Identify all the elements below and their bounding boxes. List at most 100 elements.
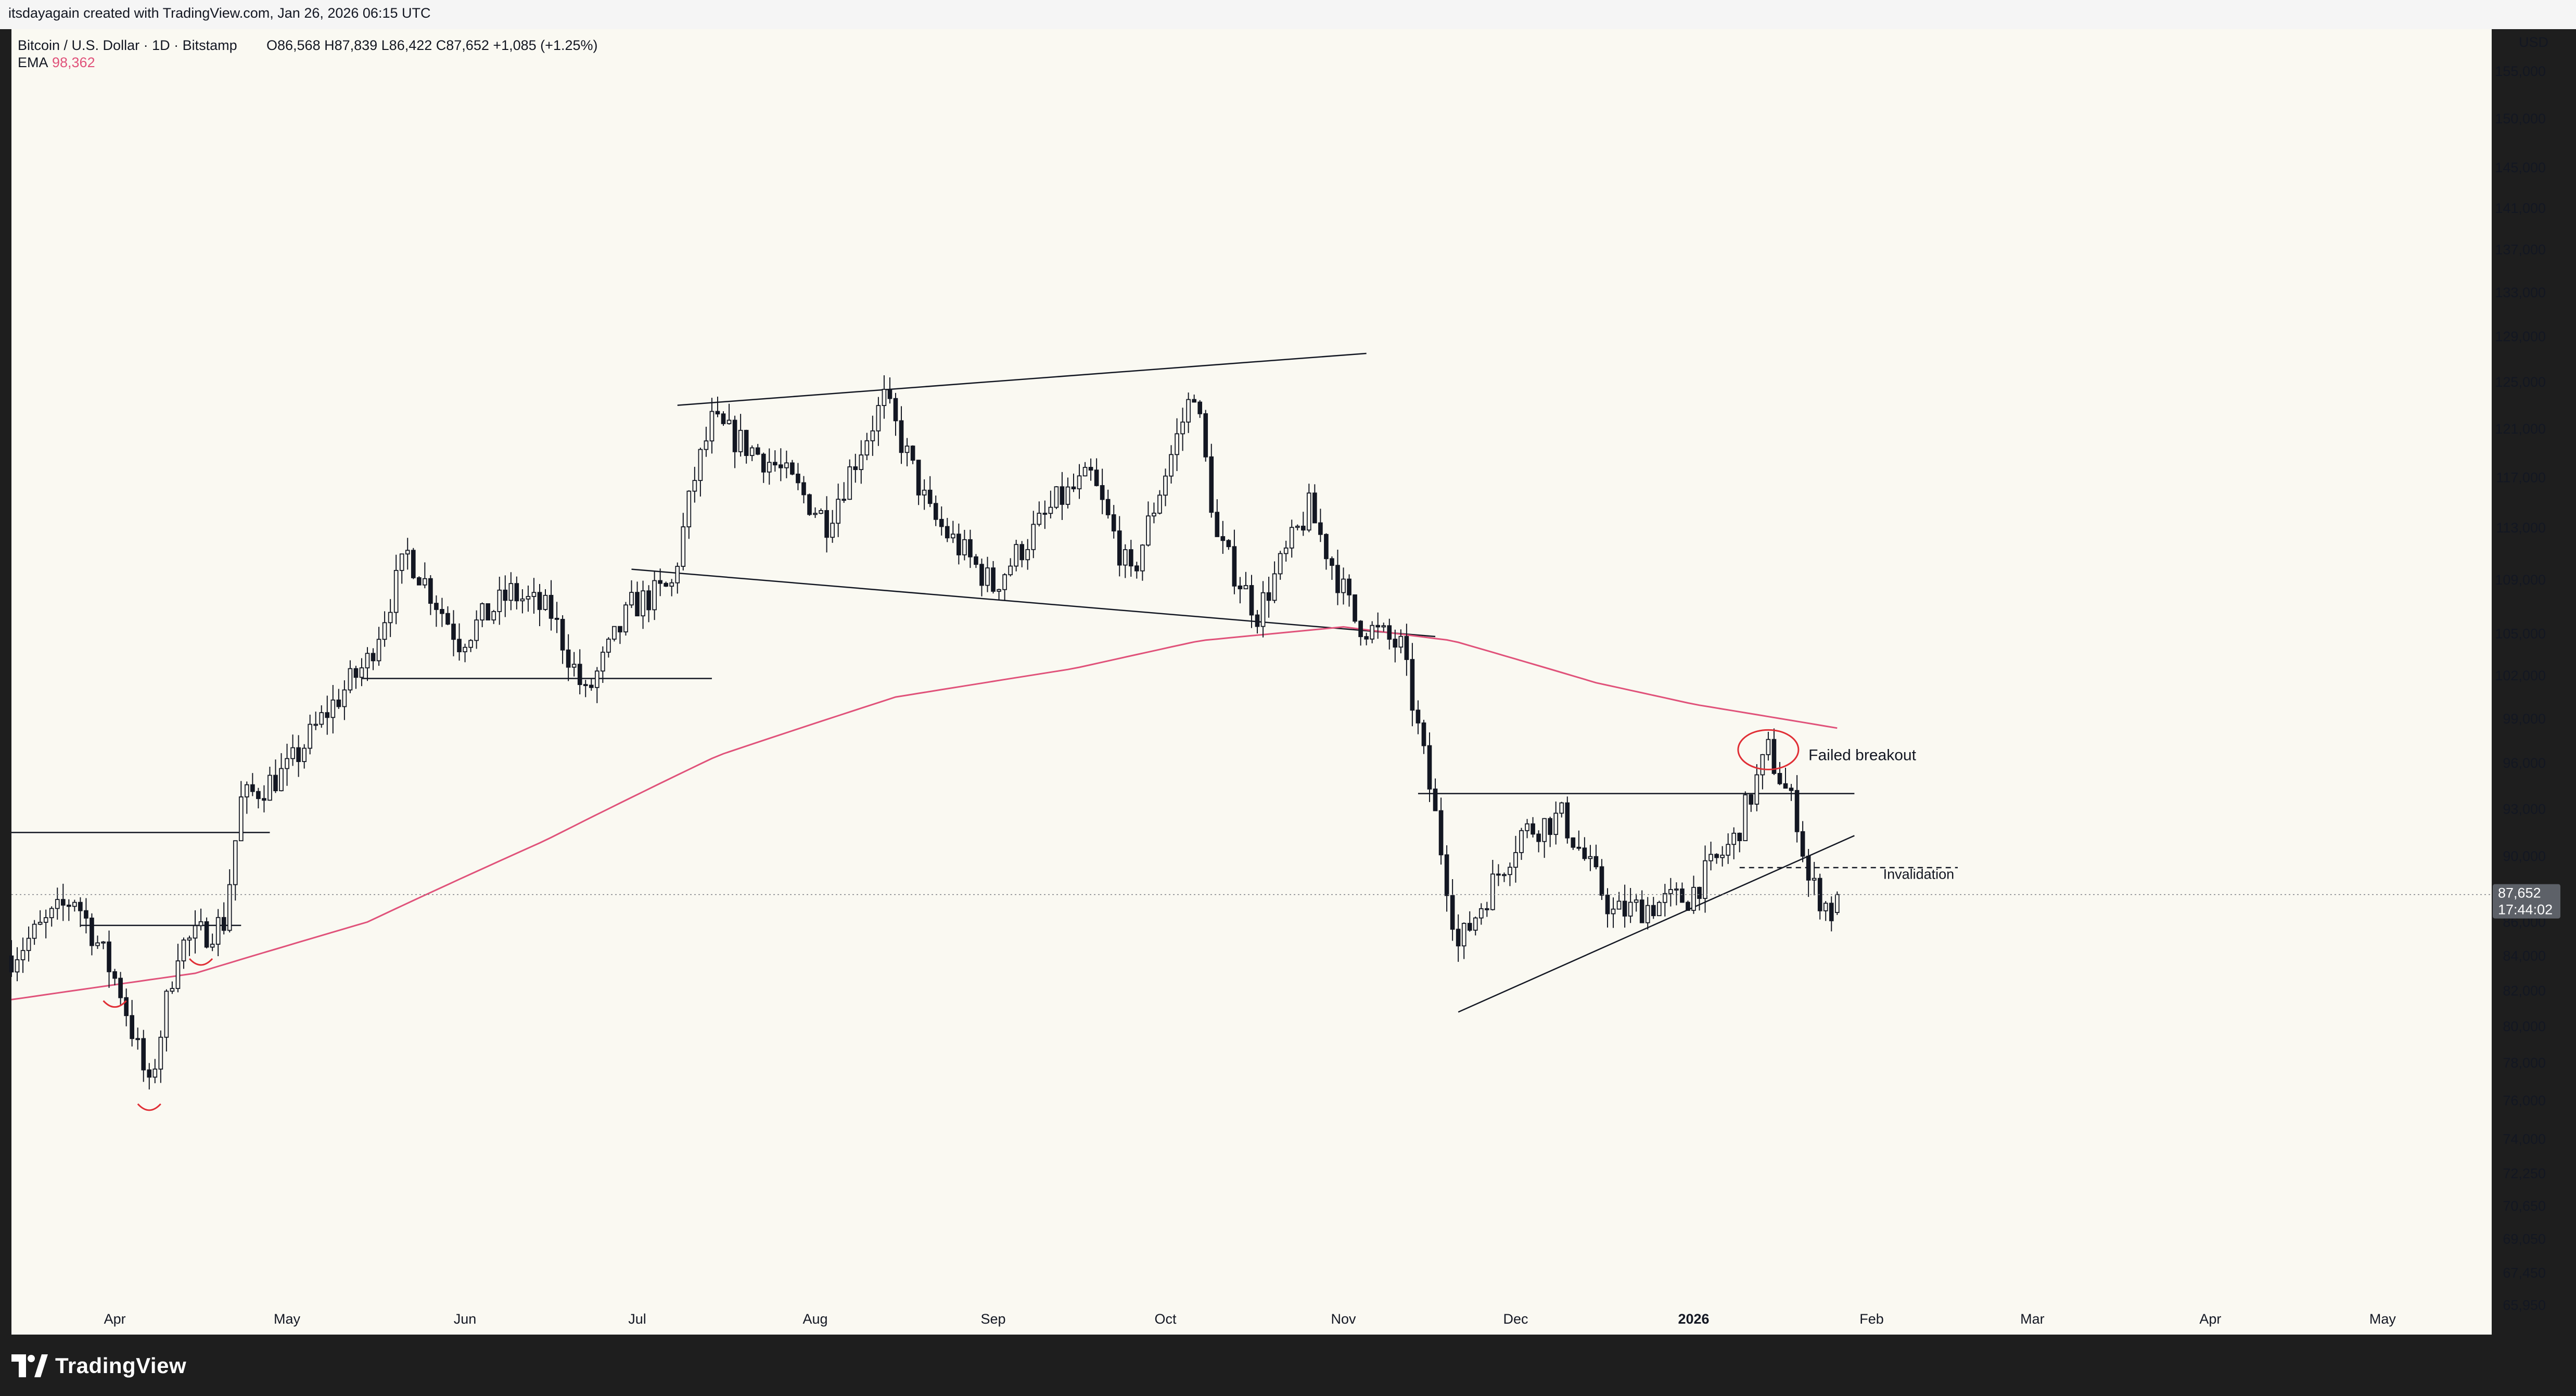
- candle: [1100, 468, 1105, 514]
- time-tick-label[interactable]: Oct: [1155, 1311, 1177, 1327]
- candle-body-up: [1169, 454, 1174, 477]
- candle: [755, 443, 760, 455]
- candle-body-up: [1370, 625, 1375, 640]
- time-tick-label[interactable]: May: [274, 1311, 301, 1327]
- tradingview-logo-icon: [11, 1354, 48, 1377]
- price-tick-label[interactable]: 155,000: [2495, 64, 2546, 79]
- candle-body-up: [738, 429, 743, 452]
- price-tick-label[interactable]: 145,000: [2495, 160, 2546, 175]
- candle-body-up: [1398, 636, 1404, 648]
- candle-body-up: [405, 550, 410, 555]
- candle-body-up: [1283, 547, 1289, 554]
- candle: [945, 517, 950, 542]
- trendlines-layer: [11, 352, 1958, 1013]
- candle: [646, 585, 651, 623]
- candle: [43, 909, 48, 938]
- price-tick-label[interactable]: 129,000: [2495, 329, 2546, 345]
- candle-body-up: [376, 639, 381, 662]
- candle-body-down: [801, 482, 806, 496]
- time-tick-label[interactable]: Feb: [1859, 1311, 1884, 1327]
- time-tick-label[interactable]: Jul: [628, 1311, 646, 1327]
- price-tick-label[interactable]: 78,000: [2503, 1055, 2546, 1071]
- candle: [870, 415, 875, 456]
- candle: [285, 743, 289, 786]
- candle: [1163, 468, 1168, 506]
- candle-body-down: [910, 446, 915, 461]
- candle-body-up: [830, 523, 835, 538]
- price-tick-label[interactable]: 99,000: [2503, 711, 2546, 727]
- candle: [1599, 859, 1604, 900]
- price-chart[interactable]: Failed breakout Invalidation USD 155,000…: [0, 29, 2576, 1335]
- price-tick-label[interactable]: 80,000: [2503, 1019, 2546, 1034]
- time-axis[interactable]: Apr May Jun Jul Aug Sep Oct Nov Dec 2026 Feb Mar Apr…: [104, 1311, 2396, 1327]
- candle: [1071, 473, 1076, 492]
- candle: [210, 933, 215, 951]
- candle-body-down: [1593, 856, 1599, 868]
- price-tick-label[interactable]: 137,000: [2495, 242, 2546, 258]
- candle-body-up: [308, 724, 313, 749]
- candle-body-down: [589, 684, 594, 688]
- candle: [709, 398, 715, 454]
- time-tick-label[interactable]: Jun: [454, 1311, 477, 1327]
- time-tick-label[interactable]: Apr: [2199, 1311, 2221, 1327]
- candle-body-up: [1726, 844, 1731, 856]
- candle: [1330, 556, 1334, 580]
- candle: [107, 930, 111, 988]
- price-tick-label[interactable]: 105,000: [2495, 626, 2546, 642]
- price-tick-label[interactable]: 133,000: [2495, 285, 2546, 300]
- candle-body-up: [1054, 486, 1059, 508]
- candle-body-up: [692, 480, 697, 492]
- candle: [1220, 521, 1226, 554]
- time-tick-label[interactable]: Mar: [2020, 1311, 2045, 1327]
- time-tick-label[interactable]: Apr: [104, 1311, 126, 1327]
- price-tick-label[interactable]: 82,000: [2503, 983, 2546, 998]
- candle-body-down: [1444, 854, 1449, 896]
- time-tick-label[interactable]: Aug: [803, 1311, 828, 1327]
- price-tick-label[interactable]: 141,000: [2495, 200, 2546, 216]
- time-tick-label[interactable]: Sep: [981, 1311, 1006, 1327]
- candle-body-up: [491, 611, 496, 620]
- price-tick-label[interactable]: 102,000: [2495, 668, 2546, 683]
- candle-body-up: [1611, 908, 1616, 915]
- tradingview-logo[interactable]: TradingView: [11, 1351, 186, 1380]
- candle: [847, 459, 852, 500]
- candle: [1123, 544, 1128, 578]
- candle: [623, 602, 628, 636]
- price-tick-label[interactable]: 96,000: [2503, 755, 2546, 771]
- candle: [233, 840, 238, 901]
- candle: [686, 490, 692, 539]
- price-tick-label[interactable]: 109,000: [2495, 572, 2546, 588]
- price-tick-label[interactable]: 76,000: [2503, 1093, 2546, 1108]
- price-tick-label[interactable]: 90,000: [2503, 848, 2546, 864]
- price-tick-label[interactable]: 65,950: [2503, 1298, 2546, 1313]
- time-tick-label[interactable]: Dec: [1503, 1311, 1528, 1327]
- candle: [1387, 618, 1392, 650]
- price-tick-label[interactable]: 150,000: [2495, 111, 2546, 126]
- price-tick-label[interactable]: 69,050: [2503, 1231, 2546, 1247]
- legend-ohlc: O86,568 H87,839 L86,422 C87,652 +1,085 (…: [266, 37, 598, 53]
- candle: [1444, 845, 1449, 912]
- time-tick-label[interactable]: 2026: [1678, 1311, 1709, 1327]
- candle: [90, 913, 94, 956]
- candle-body-down: [957, 534, 961, 555]
- price-tick-label[interactable]: 93,000: [2503, 801, 2546, 817]
- candle-body-down: [796, 473, 800, 484]
- price-tick-label[interactable]: 121,000: [2495, 421, 2546, 437]
- price-tick-label[interactable]: 84,000: [2503, 948, 2546, 964]
- price-tick-label[interactable]: 72,250: [2503, 1166, 2546, 1182]
- price-tick-label[interactable]: 113,000: [2496, 520, 2546, 536]
- candle-body-down: [927, 489, 933, 504]
- price-tick-label[interactable]: 74,000: [2503, 1131, 2546, 1147]
- candle-body-down: [537, 592, 542, 610]
- price-tick-label[interactable]: 117,000: [2496, 469, 2546, 485]
- price-tick-label[interactable]: 70,650: [2503, 1198, 2546, 1214]
- time-tick-label[interactable]: May: [2369, 1311, 2396, 1327]
- bar-countdown: 17:44:02: [2498, 902, 2553, 918]
- candle: [962, 529, 967, 561]
- price-tick-label[interactable]: 125,000: [2495, 374, 2546, 390]
- candle: [899, 406, 904, 464]
- price-tick-label[interactable]: 67,450: [2503, 1265, 2546, 1280]
- candle-body-down: [1358, 620, 1363, 637]
- currency-label[interactable]: USD: [2519, 34, 2548, 50]
- time-tick-label[interactable]: Nov: [1331, 1311, 1357, 1327]
